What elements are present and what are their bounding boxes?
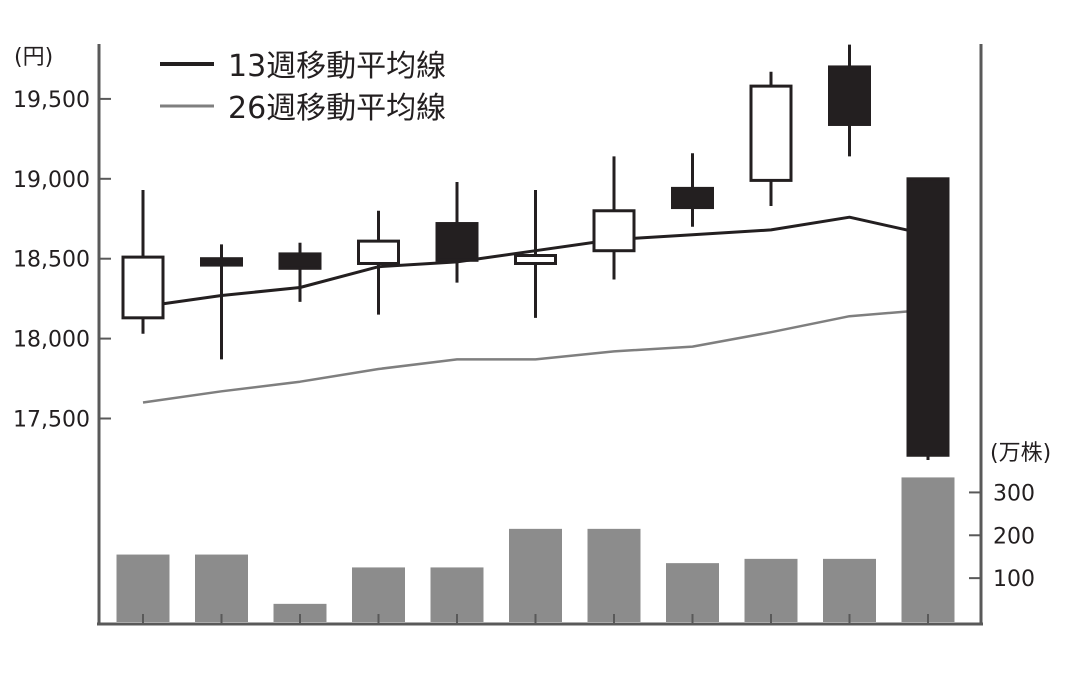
volume-bar — [116, 554, 170, 622]
candle — [671, 153, 714, 227]
legend-label-ma26: 26週移動平均線 — [228, 91, 446, 126]
volume-bar — [509, 528, 562, 622]
volume-tick-label: 200 — [993, 524, 1035, 549]
candle — [278, 242, 322, 302]
legend-label-ma13: 13週移動平均線 — [228, 49, 446, 84]
volume-bar — [587, 528, 641, 622]
candle — [906, 177, 950, 461]
price-tick-label: 19,500 — [13, 88, 90, 113]
price-tick-label: 18,500 — [13, 248, 90, 273]
candle — [514, 189, 557, 318]
volume-bar — [823, 558, 876, 622]
volume-bars — [116, 477, 955, 622]
candle — [121, 189, 165, 334]
volume-bar — [195, 554, 248, 622]
candle — [357, 210, 400, 315]
volume-unit-label: (万株) — [990, 441, 1051, 466]
candle-body-up — [592, 209, 636, 253]
candle-body-down — [200, 257, 243, 267]
legend: 13週移動平均線 26週移動平均線 — [160, 49, 446, 126]
candle-body-down — [671, 186, 714, 210]
volume-bar — [273, 603, 327, 622]
price-tick-label: 19,000 — [13, 168, 90, 193]
candles — [121, 44, 950, 461]
price-tick-label: 17,500 — [13, 408, 90, 433]
ma26-line — [142, 308, 929, 404]
candle-body-down — [828, 65, 871, 126]
candle-body-down — [906, 177, 950, 457]
candle-body-down — [278, 252, 322, 270]
candle-body-up — [357, 239, 400, 265]
volume-bar — [744, 558, 798, 622]
price-tick-label: 18,000 — [13, 328, 90, 353]
candle-body-up — [749, 84, 793, 182]
volume-bar — [901, 477, 955, 622]
price-unit-label: (円) — [14, 45, 53, 70]
candle — [435, 181, 479, 283]
volume-tick-label: 100 — [993, 567, 1035, 592]
candle — [828, 44, 871, 157]
volume-bar — [430, 567, 484, 622]
candle-body-down — [435, 222, 479, 262]
volume-bar — [352, 567, 405, 622]
volume-tick-label: 300 — [993, 481, 1035, 506]
candle-body-up — [514, 254, 557, 265]
axis-ticks: 19,500 19,000 18,500 18,000 17,500 300 200 100 — [13, 88, 1035, 624]
candle — [592, 156, 636, 280]
candle — [749, 71, 793, 206]
volume-bar — [666, 563, 719, 622]
candle-body-up — [121, 255, 165, 320]
candle — [200, 244, 243, 360]
axes — [97, 44, 983, 626]
